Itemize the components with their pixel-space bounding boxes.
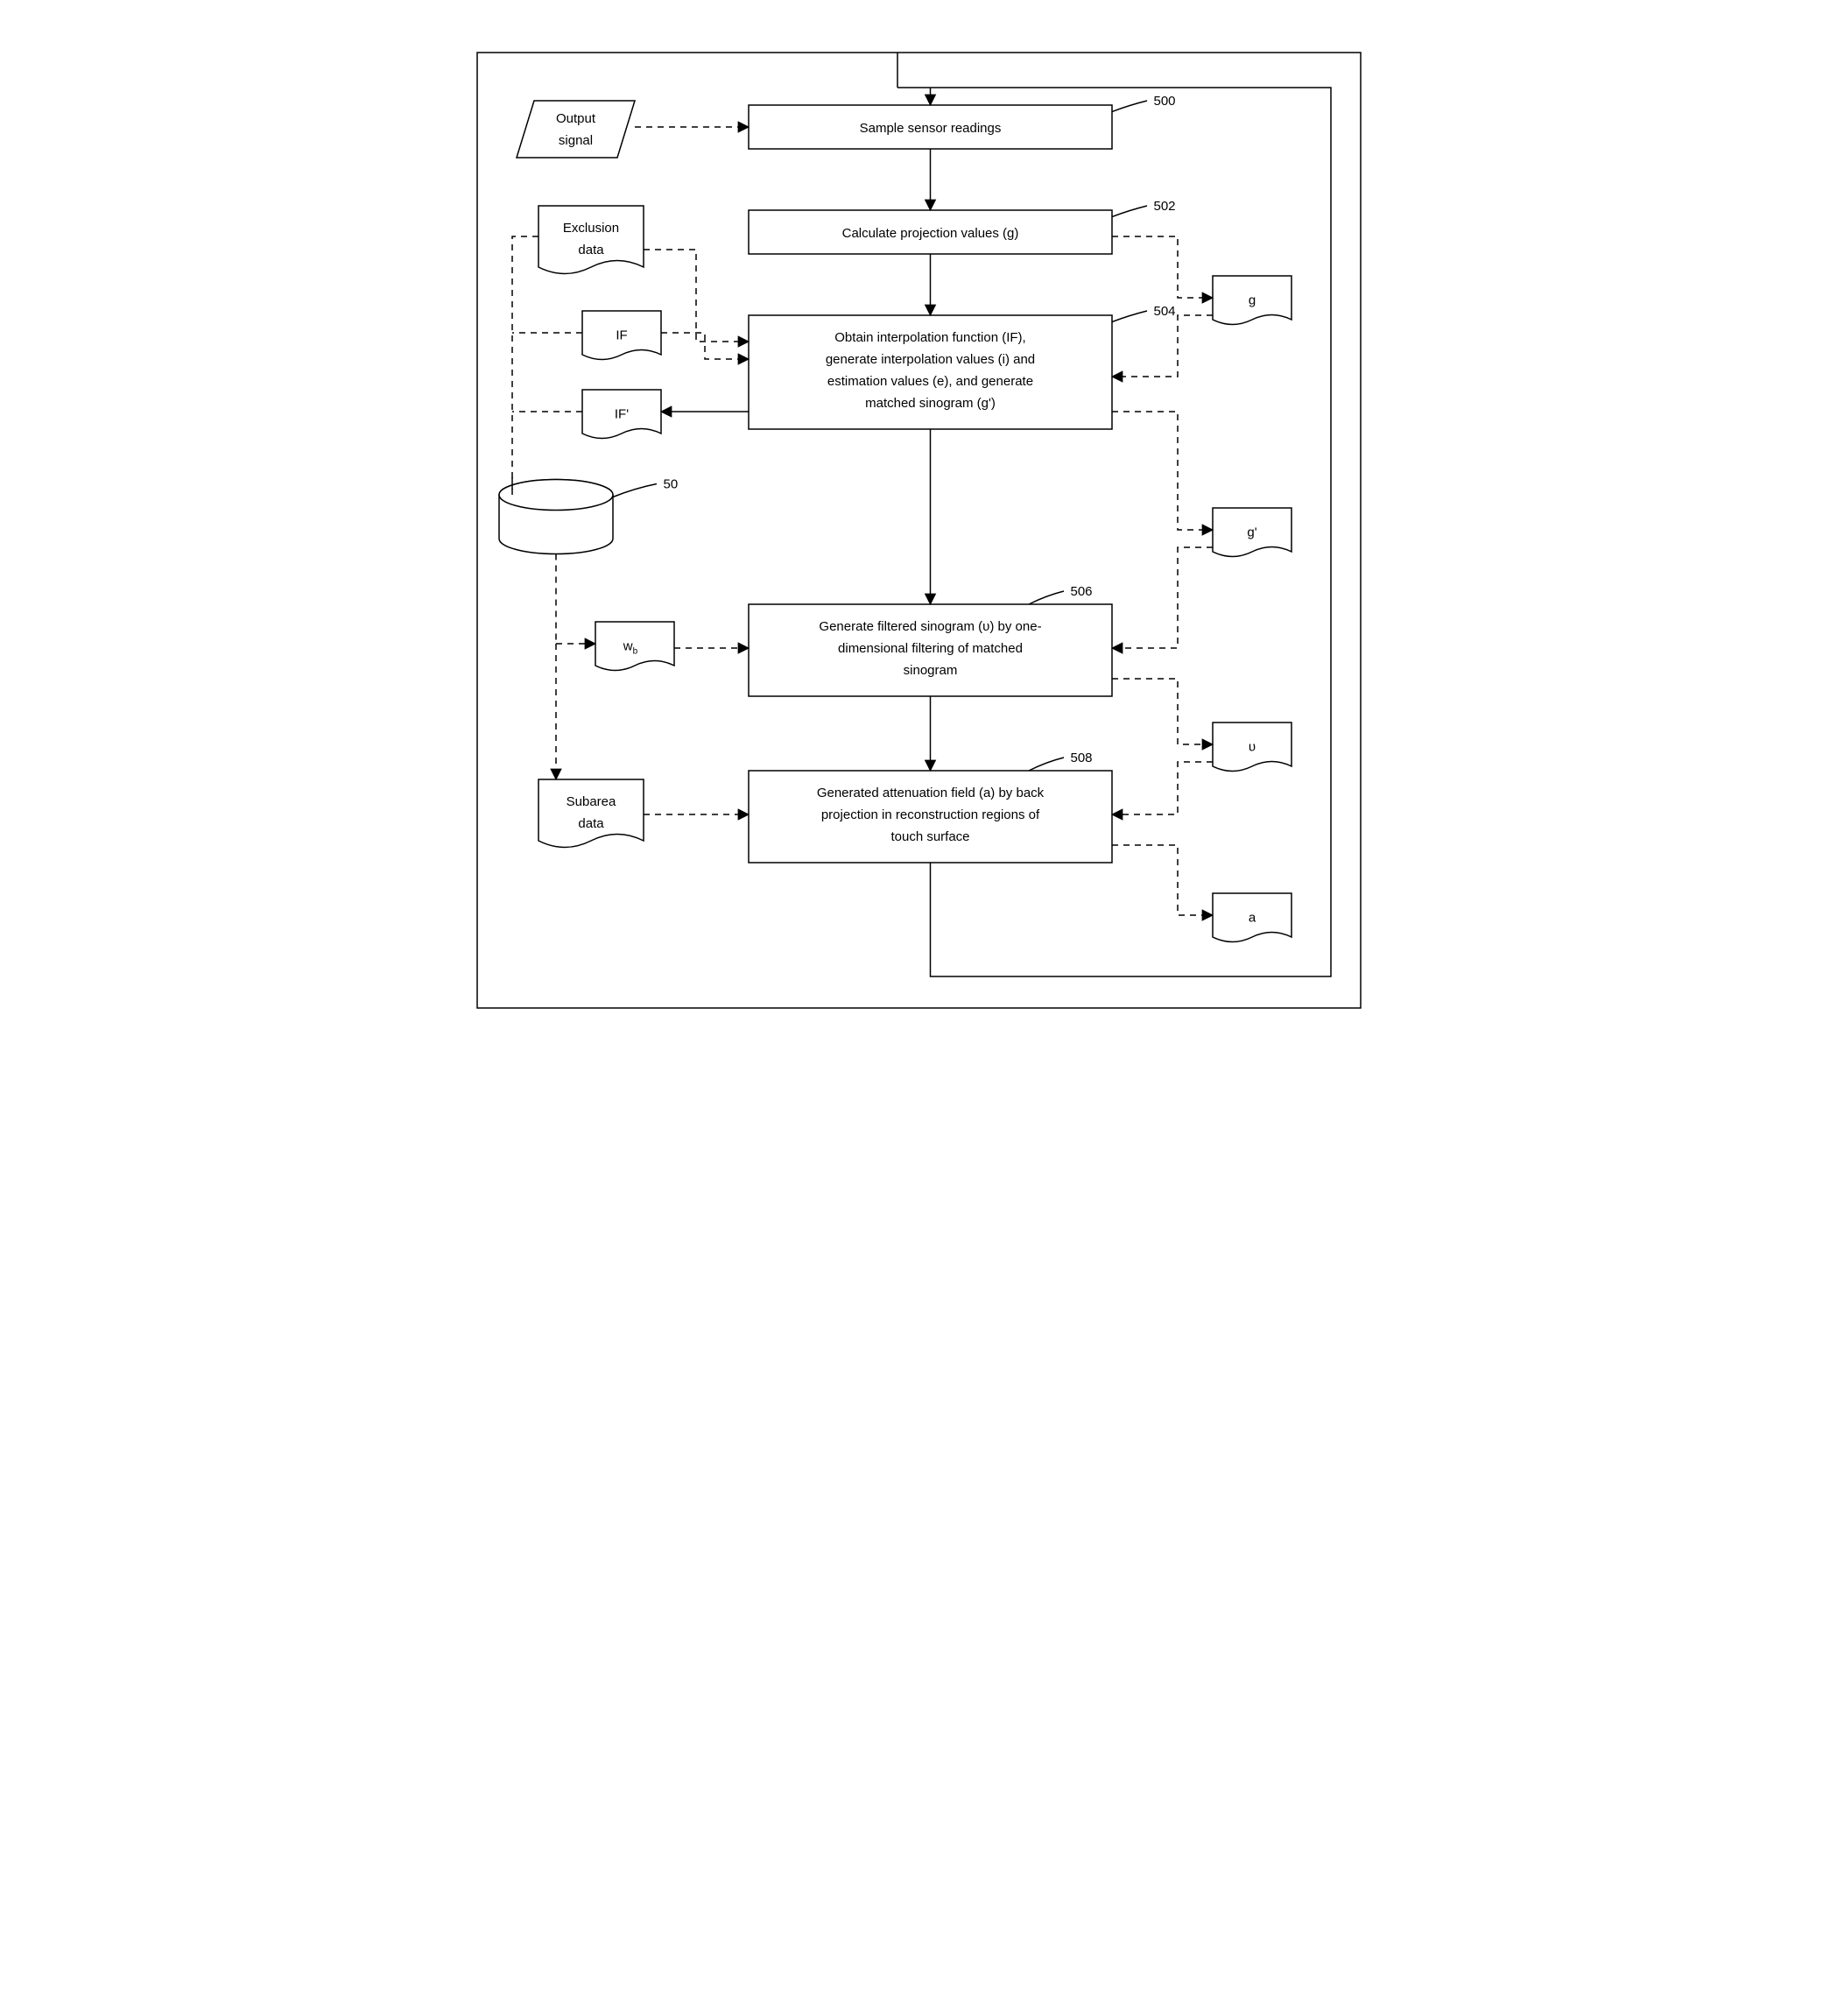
exclusion-data-node: Exclusion data xyxy=(538,206,644,274)
process-508-line0: Generated attenuation field (a) by back xyxy=(816,786,1044,800)
ref-leader-50 xyxy=(613,484,657,497)
process-508: Generated attenuation field (a) by back … xyxy=(749,771,1112,863)
exclusion-line0: Exclusion xyxy=(562,221,618,236)
subarea-node: Subarea data xyxy=(538,779,644,848)
cylinder-node xyxy=(499,480,613,554)
edge-if-504 xyxy=(661,333,749,359)
edge-upsilon-508 xyxy=(1112,762,1213,814)
process-504-line0: Obtain interpolation function (IF), xyxy=(834,330,1025,345)
process-504-line3: matched sinogram (g') xyxy=(865,396,996,411)
output-signal-node: Output signal xyxy=(517,101,635,158)
upsilon-node: υ xyxy=(1213,723,1292,772)
ref-leader-500 xyxy=(1112,101,1147,112)
ref-504: 504 xyxy=(1153,304,1175,319)
if-node: IF xyxy=(582,311,661,360)
edge-exclusion-vert xyxy=(512,236,538,495)
process-506: Generate filtered sinogram (υ) by one- d… xyxy=(749,604,1112,696)
process-502-text: Calculate projection values (g) xyxy=(841,226,1018,241)
ref-506: 506 xyxy=(1070,584,1092,599)
ref-leader-504 xyxy=(1112,311,1147,322)
if-prime-text: IF' xyxy=(614,407,628,422)
a-text: a xyxy=(1248,911,1256,926)
ref-leader-506 xyxy=(1029,591,1064,604)
edge-506-upsilon xyxy=(1112,679,1213,744)
process-504-line1: generate interpolation values (i) and xyxy=(825,352,1034,367)
process-506-line1: dimensional filtering of matched xyxy=(838,641,1023,656)
flowchart-canvas: Sample sensor readings 500 Calculate pro… xyxy=(460,18,1378,1026)
a-node: a xyxy=(1213,893,1292,942)
process-504-line2: estimation values (e), and generate xyxy=(827,374,1032,389)
ref-leader-508 xyxy=(1029,758,1064,771)
ref-502: 502 xyxy=(1153,199,1175,214)
ref-50: 50 xyxy=(663,477,678,492)
subarea-line0: Subarea xyxy=(566,794,616,809)
output-signal-line0: Output xyxy=(555,111,595,126)
edge-gprime-506 xyxy=(1112,547,1213,648)
wb-node: wb xyxy=(595,622,674,671)
edge-g-504 xyxy=(1112,315,1213,377)
upsilon-text: υ xyxy=(1248,740,1255,755)
process-502: Calculate projection values (g) xyxy=(749,210,1112,254)
ref-leader-502 xyxy=(1112,206,1147,217)
g-node: g xyxy=(1213,276,1292,325)
if-text: IF xyxy=(616,328,627,343)
process-504: Obtain interpolation function (IF), gene… xyxy=(749,315,1112,429)
process-500: Sample sensor readings xyxy=(749,105,1112,149)
process-506-line2: sinogram xyxy=(903,663,957,678)
ref-500: 500 xyxy=(1153,94,1175,109)
g-text: g xyxy=(1248,293,1255,308)
ref-508: 508 xyxy=(1070,751,1092,765)
process-508-line2: touch surface xyxy=(890,829,969,844)
process-508-line1: projection in reconstruction regions of xyxy=(820,807,1039,822)
edge-502-g xyxy=(1112,236,1213,298)
exclusion-line1: data xyxy=(578,243,604,257)
edge-504-gprime xyxy=(1112,412,1213,530)
output-signal-line1: signal xyxy=(558,133,592,148)
process-500-text: Sample sensor readings xyxy=(859,121,1001,136)
g-prime-node: g' xyxy=(1213,508,1292,557)
subarea-line1: data xyxy=(578,816,604,831)
if-prime-node: IF' xyxy=(582,390,661,439)
edge-508-a xyxy=(1112,845,1213,915)
process-506-line0: Generate filtered sinogram (υ) by one- xyxy=(819,619,1041,634)
g-prime-text: g' xyxy=(1247,525,1256,540)
